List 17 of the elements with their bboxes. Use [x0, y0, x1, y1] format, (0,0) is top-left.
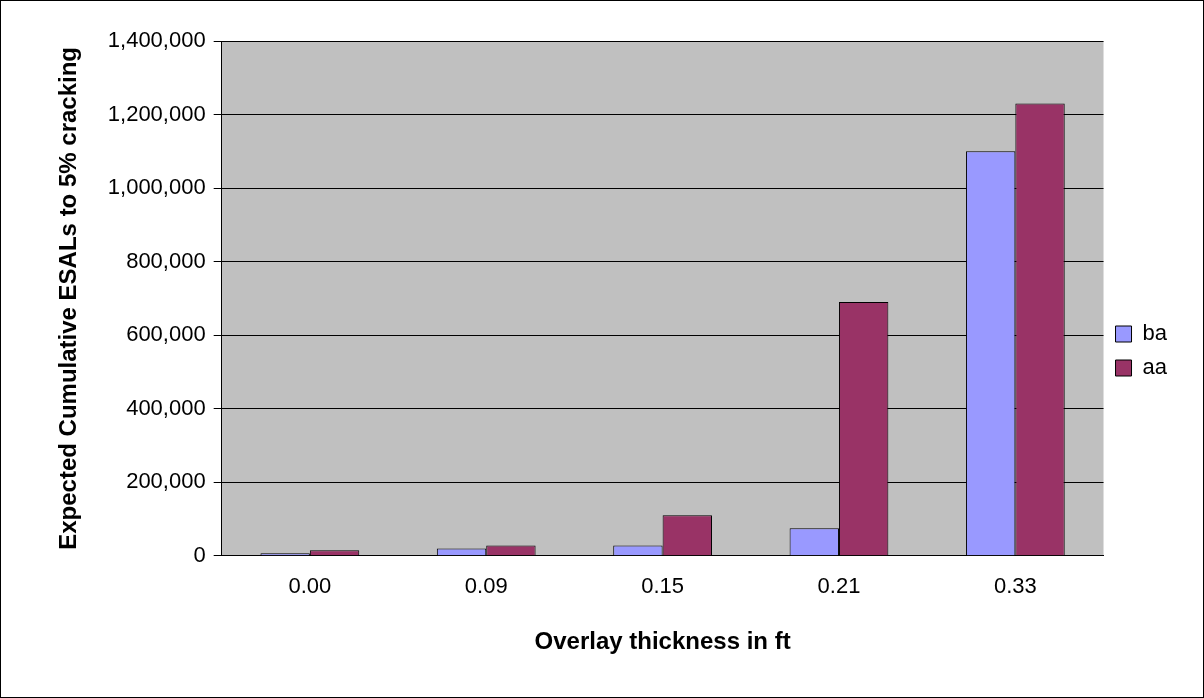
- y-tick-label: 0: [193, 541, 206, 567]
- y-tick-label: 1,200,000: [107, 100, 206, 126]
- x-tick-label: 0.21: [817, 573, 861, 599]
- legend-label: aa: [1142, 354, 1168, 380]
- x-axis-title: Overlay thickness in ft: [534, 627, 791, 655]
- y-tick-label: 600,000: [126, 321, 206, 347]
- y-tick-label: 1,400,000: [107, 27, 206, 53]
- x-tick-label: 0.33: [993, 573, 1037, 599]
- y-tick-label: 800,000: [126, 247, 206, 273]
- x-tick-label: 0.00: [288, 573, 332, 599]
- x-tick-label: 0.09: [464, 573, 508, 599]
- y-axis-title: Expected Cumulative ESALs to 5% cracking: [54, 46, 82, 550]
- legend-label: ba: [1142, 320, 1168, 346]
- y-tick-label: 1,000,000: [107, 174, 206, 200]
- y-tick-label: 400,000: [126, 394, 206, 420]
- y-tick-label: 200,000: [126, 468, 206, 494]
- x-tick-label: 0.15: [641, 573, 685, 599]
